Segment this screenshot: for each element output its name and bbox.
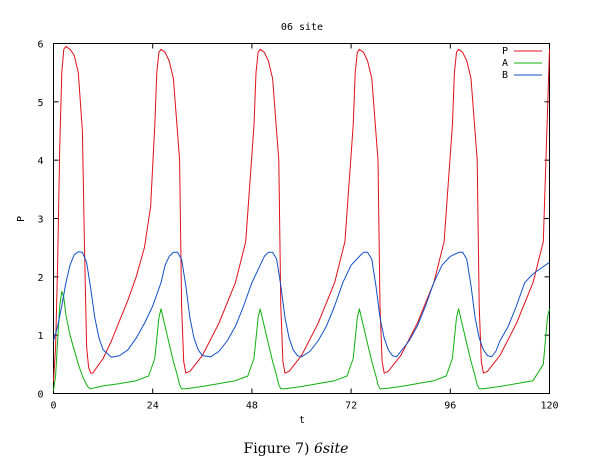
caption-emphasis: 6site <box>313 441 349 457</box>
series-line-a <box>53 290 550 391</box>
chart-title: 06 site <box>281 22 323 33</box>
x-tick-label: 120 <box>540 401 558 412</box>
x-tick-label: 48 <box>246 401 258 412</box>
plot-frame <box>53 43 550 394</box>
y-tick-label: 2 <box>37 273 43 284</box>
legend-label-a: A <box>502 58 508 69</box>
legend: PAB <box>502 46 542 81</box>
x-axis: 0 24 48 72 96 120 <box>50 43 559 412</box>
x-tick-label: 96 <box>444 401 456 412</box>
y-axis: 0 1 2 3 4 5 6 <box>37 40 550 401</box>
caption-prefix: Figure 7) <box>243 441 314 457</box>
y-tick-label: 6 <box>37 40 43 51</box>
y-tick-label: 4 <box>37 156 43 167</box>
x-axis-label: t <box>299 415 305 426</box>
y-tick-label: 5 <box>37 98 43 109</box>
x-tick-label: 24 <box>147 401 159 412</box>
x-tick-label: 72 <box>345 401 357 412</box>
legend-label-p: P <box>502 46 508 57</box>
series-line-p <box>53 45 550 382</box>
y-tick-label: 3 <box>37 215 43 226</box>
figure-caption: Figure 7) 6site <box>0 441 592 457</box>
y-tick-label: 0 <box>37 390 43 401</box>
series-lines <box>53 45 550 391</box>
series-line-b <box>53 251 550 358</box>
y-tick-label: 1 <box>37 331 43 342</box>
y-axis-label: P <box>16 216 27 222</box>
x-tick-label: 0 <box>50 401 56 412</box>
legend-label-b: B <box>502 70 508 81</box>
